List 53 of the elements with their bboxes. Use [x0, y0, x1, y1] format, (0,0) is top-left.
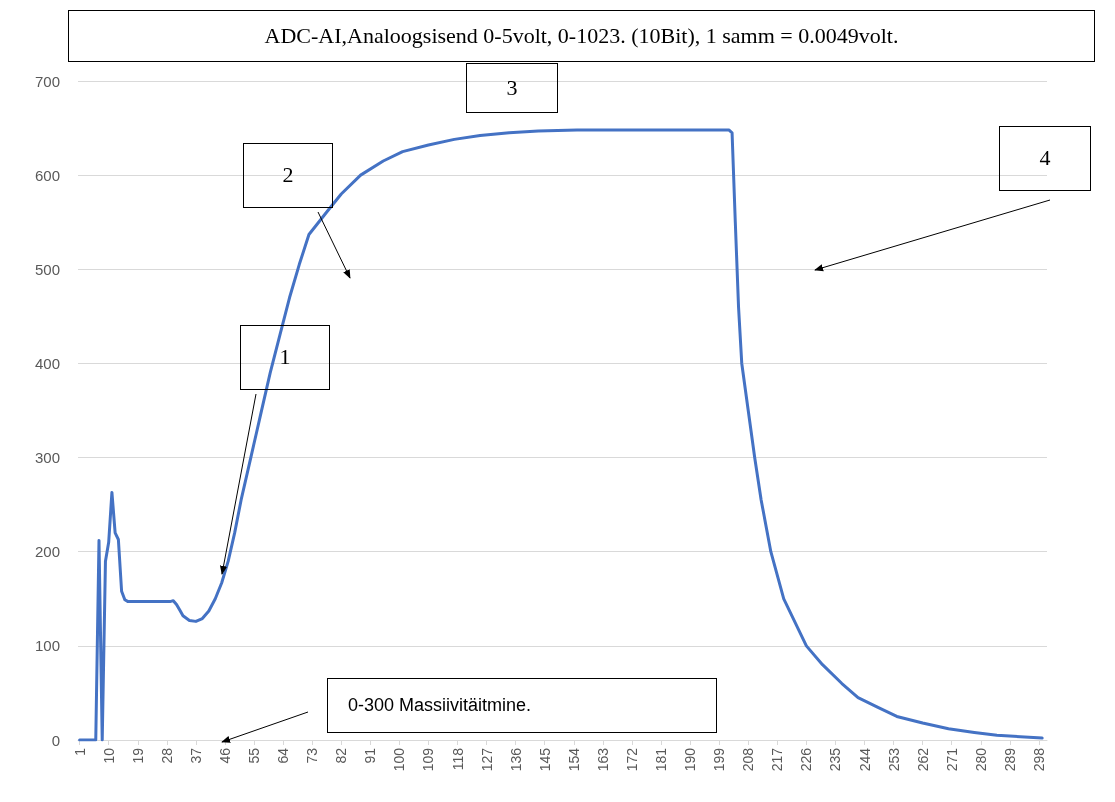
x-tick-label: 163	[594, 747, 611, 772]
x-tick-label: 109	[420, 747, 437, 772]
annotation: 3	[506, 75, 518, 101]
x-tick-label: 289	[1001, 747, 1018, 772]
x-tick-label: 100	[391, 747, 408, 772]
x-tick-label: 37	[187, 747, 204, 764]
annotation: 0-300 Massiivitäitmine.	[348, 694, 532, 716]
annotation: 4	[1039, 145, 1051, 171]
x-tick-label: 136	[507, 747, 524, 772]
y-tick-label: 0	[51, 731, 60, 749]
x-tick-label: 145	[536, 747, 553, 772]
y-tick-label: 200	[34, 543, 60, 561]
x-tick-label: 91	[362, 747, 379, 764]
x-tick-label: 280	[972, 747, 989, 772]
x-tick-label: 262	[914, 747, 931, 772]
x-tick-label: 127	[478, 747, 495, 772]
annotation: 2	[282, 162, 294, 188]
x-tick-label: 28	[158, 747, 175, 764]
y-tick-label: 100	[34, 637, 60, 655]
text-box: 2	[243, 142, 333, 208]
x-tick-label: 298	[1030, 747, 1047, 772]
text-box: 3	[466, 63, 558, 113]
x-tick-label: 199	[711, 747, 728, 772]
x-tick-label: 64	[275, 747, 292, 764]
x-tick-label: 226	[798, 747, 815, 772]
x-tick-label: 1	[71, 747, 88, 756]
x-tick-label: 10	[100, 747, 117, 764]
x-tick-label: 271	[943, 747, 960, 772]
x-tick-label: 118	[449, 747, 466, 771]
text-box: 1	[240, 324, 330, 390]
y-tick-label: 700	[34, 72, 60, 90]
x-tick-label: 244	[856, 747, 873, 772]
x-tick-label: 217	[769, 747, 786, 772]
x-tick-label: 46	[216, 747, 233, 764]
x-tick-label: 19	[129, 747, 146, 764]
text-box: 4	[999, 125, 1091, 191]
x-tick-label: 253	[885, 747, 902, 772]
x-tick-label: 154	[565, 747, 582, 772]
y-tick-label: 400	[34, 354, 60, 372]
y-tick-label: 600	[34, 166, 60, 184]
chart-title: ADC-AI,Analoogsisend 0-5volt, 0-1023. (10Bit), 1 samm = 0.0049volt.	[68, 10, 1095, 62]
x-tick-label: 181	[653, 747, 670, 772]
x-tick-label: 73	[304, 747, 321, 764]
y-tick-label: 300	[34, 449, 60, 467]
x-tick-label: 190	[682, 747, 699, 772]
x-tick-label: 55	[246, 747, 263, 764]
text-box: 0-300 Massiivitäitmine.	[327, 677, 717, 733]
annotation: 1	[279, 344, 291, 370]
x-tick-label: 82	[333, 747, 350, 764]
x-tick-label: 235	[827, 747, 844, 772]
x-tick-label: 208	[740, 747, 757, 772]
x-tick-label: 172	[623, 747, 640, 772]
y-tick-label: 500	[34, 260, 60, 278]
